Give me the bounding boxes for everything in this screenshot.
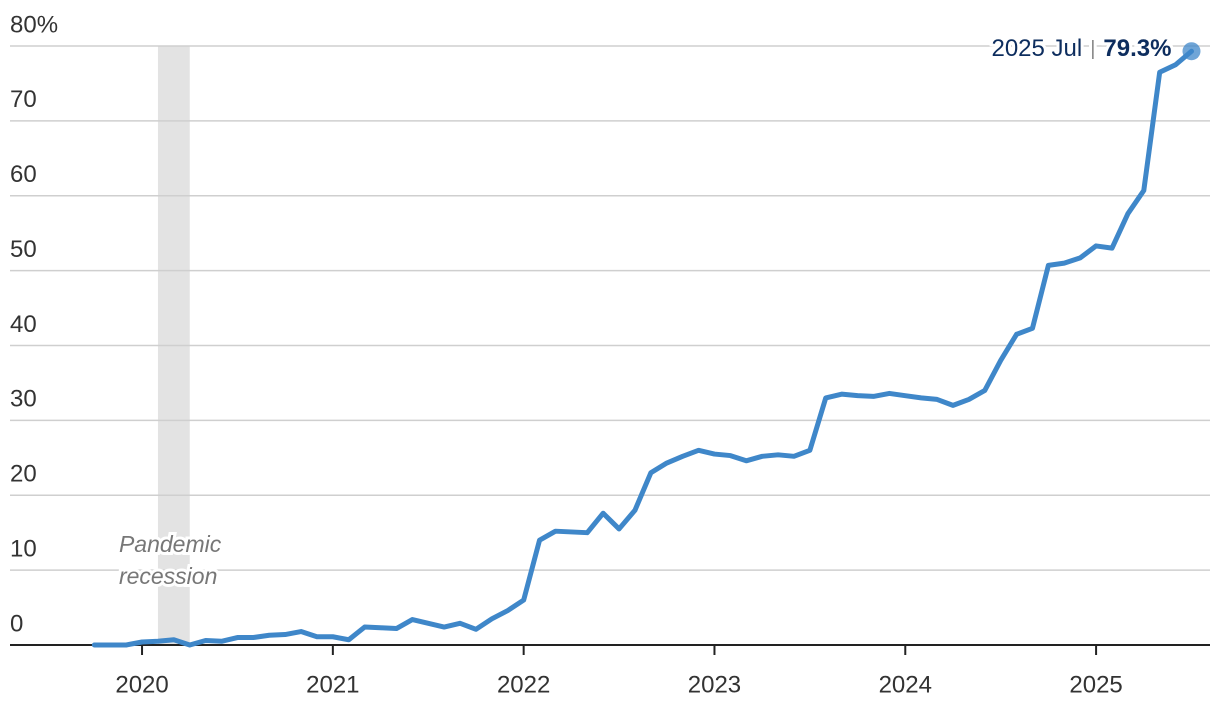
x-tick-label: 2021	[306, 671, 359, 698]
x-tick-label: 2023	[688, 671, 741, 698]
x-tick-label: 2020	[115, 671, 168, 698]
shading-label: Pandemic	[119, 531, 222, 557]
series-line	[91, 48, 1194, 648]
end-annotation: 2025 Jul | 79.3%	[991, 36, 1171, 63]
y-tick-label: 50	[10, 236, 37, 263]
x-tick-label: 2025	[1069, 671, 1122, 698]
shading-label: recession	[119, 563, 217, 589]
y-tick-label: 0	[10, 610, 23, 637]
y-tick-label: 40	[10, 311, 37, 338]
y-tick-label: 80%	[10, 11, 58, 38]
y-tick-label: 10	[10, 535, 37, 562]
x-tick-label: 2022	[497, 671, 550, 698]
annotation-date: 2025 Jul	[991, 36, 1082, 63]
annotation-value: 79.3%	[1103, 36, 1171, 63]
end-point	[1182, 42, 1201, 61]
annotation-separator: |	[1090, 39, 1095, 61]
y-tick-label: 60	[10, 161, 37, 188]
y-tick-label: 30	[10, 386, 37, 413]
y-tick-label: 20	[10, 461, 37, 488]
y-tick-label: 70	[10, 86, 37, 113]
x-tick-label: 2024	[879, 671, 932, 698]
